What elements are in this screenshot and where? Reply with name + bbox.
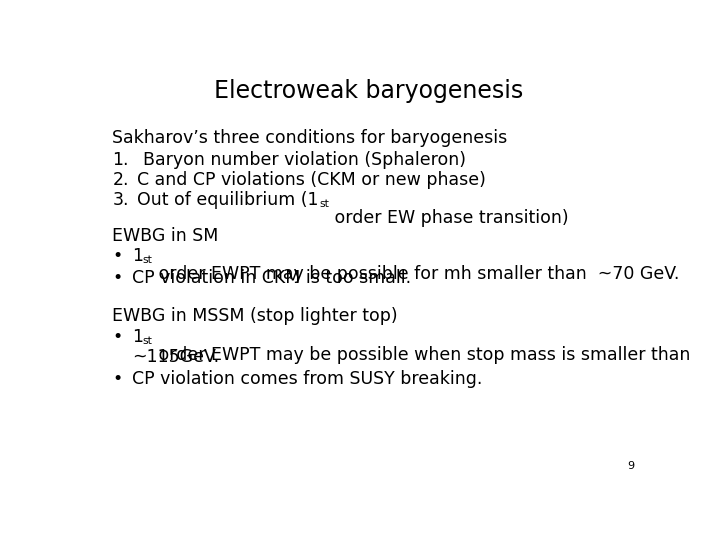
Text: Electroweak baryogenesis: Electroweak baryogenesis bbox=[215, 79, 523, 103]
Text: 2.: 2. bbox=[112, 171, 129, 189]
Text: st: st bbox=[143, 336, 153, 346]
Text: CP violation comes from SUSY breaking.: CP violation comes from SUSY breaking. bbox=[132, 370, 482, 388]
Text: 9: 9 bbox=[627, 462, 634, 471]
Text: •: • bbox=[112, 268, 122, 287]
Text: 3.: 3. bbox=[112, 191, 129, 209]
Text: 1: 1 bbox=[132, 247, 143, 265]
Text: 1.: 1. bbox=[112, 151, 129, 169]
Text: order EWPT may be possible for mh smaller than  ~70 GeV.: order EWPT may be possible for mh smalle… bbox=[153, 265, 679, 283]
Text: Baryon number violation (Sphaleron): Baryon number violation (Sphaleron) bbox=[143, 151, 466, 169]
Text: st: st bbox=[143, 255, 153, 265]
Text: Out of equilibrium (1: Out of equilibrium (1 bbox=[138, 191, 319, 209]
Text: order EWPT may be possible when stop mass is smaller than: order EWPT may be possible when stop mas… bbox=[153, 346, 690, 363]
Text: •: • bbox=[112, 247, 122, 265]
Text: •: • bbox=[112, 370, 122, 388]
Text: •: • bbox=[112, 328, 122, 346]
Text: order EW phase transition): order EW phase transition) bbox=[329, 209, 568, 227]
Text: CP violation in CKM is too small.: CP violation in CKM is too small. bbox=[132, 268, 411, 287]
Text: C and CP violations (CKM or new phase): C and CP violations (CKM or new phase) bbox=[138, 171, 486, 189]
Text: st: st bbox=[319, 199, 329, 209]
Text: EWBG in MSSM (stop lighter top): EWBG in MSSM (stop lighter top) bbox=[112, 307, 398, 325]
Text: Sakharov’s three conditions for baryogenesis: Sakharov’s three conditions for baryogen… bbox=[112, 129, 508, 147]
Text: ~115GeV.: ~115GeV. bbox=[132, 348, 219, 366]
Text: 1: 1 bbox=[132, 328, 143, 346]
Text: EWBG in SM: EWBG in SM bbox=[112, 227, 219, 245]
